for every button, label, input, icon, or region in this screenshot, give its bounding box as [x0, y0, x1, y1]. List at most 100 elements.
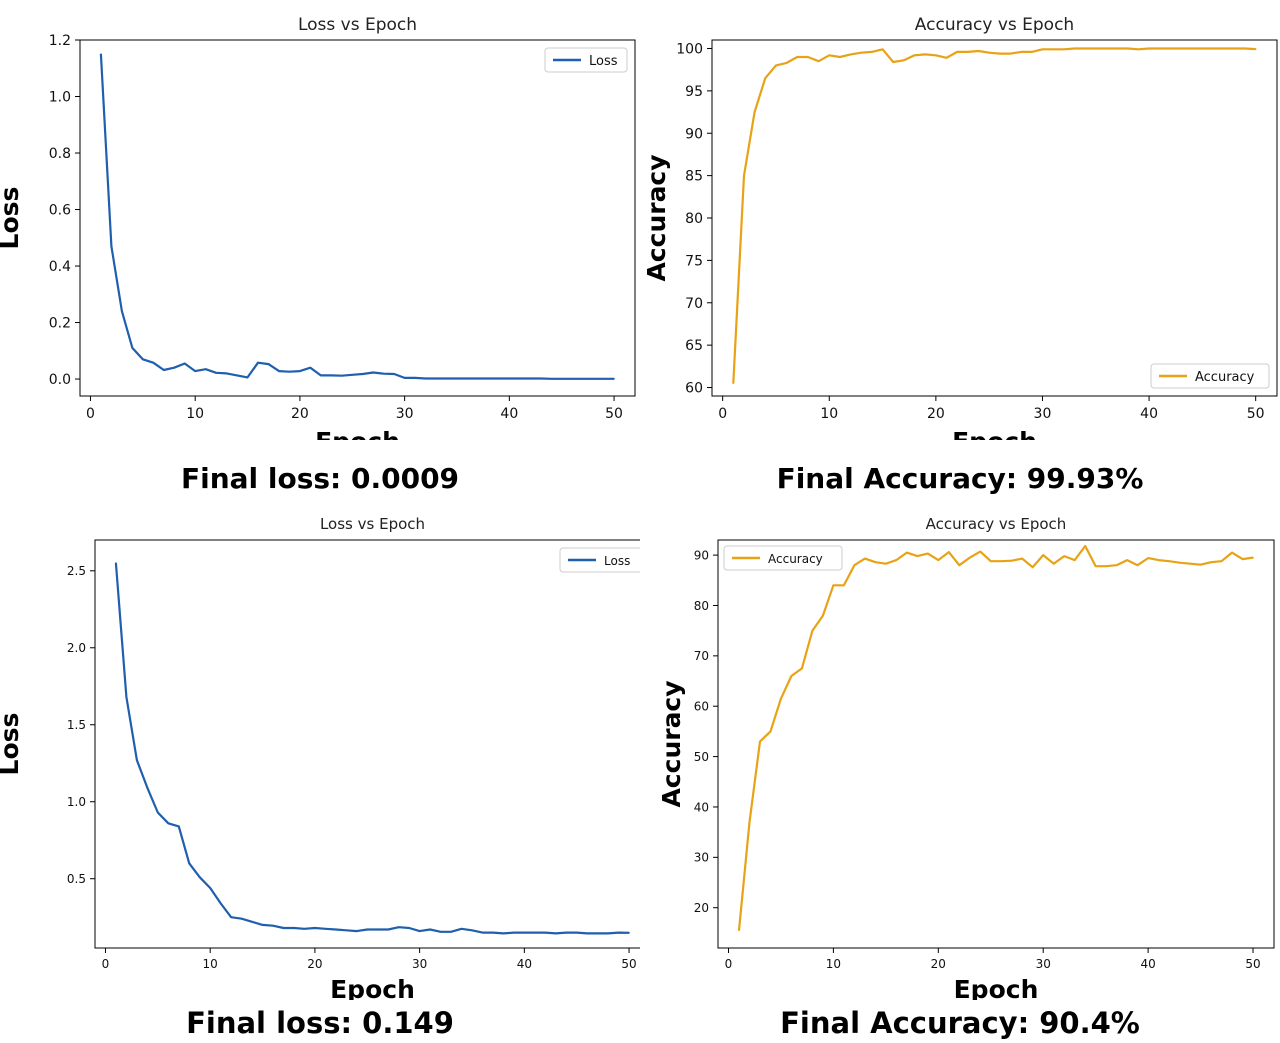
- data-point: [1199, 563, 1202, 566]
- data-point: [1042, 554, 1045, 556]
- data-point: [456, 377, 458, 380]
- data-point: [860, 51, 863, 54]
- y-tick-label: 85: [685, 169, 703, 185]
- data-point: [780, 697, 782, 700]
- data-point: [1222, 47, 1225, 50]
- x-tick-label: 50: [605, 406, 623, 422]
- data-point: [1252, 556, 1254, 559]
- data-point: [748, 821, 751, 823]
- final-loss-caption-top: Final loss: 0.0009: [180, 462, 460, 495]
- x-tick-label: 10: [186, 406, 204, 422]
- plot-frame: [717, 539, 1275, 949]
- legend: Accuracy: [723, 545, 843, 571]
- data-point: [173, 366, 176, 369]
- data-point: [1084, 47, 1086, 50]
- data-point: [958, 564, 961, 566]
- data-point: [1105, 47, 1108, 50]
- y-tick-label: 2.5: [67, 564, 86, 578]
- data-point: [1136, 564, 1139, 566]
- y-tick-label: 30: [694, 851, 709, 865]
- data-point: [1116, 47, 1118, 50]
- data-point: [157, 811, 159, 814]
- data-point: [424, 377, 427, 380]
- data-point: [125, 696, 128, 698]
- data-point: [487, 377, 490, 380]
- data-point: [236, 374, 238, 377]
- y-tick-label: 0.8: [49, 146, 71, 162]
- data-point: [508, 377, 511, 380]
- data-point: [790, 675, 793, 677]
- y-axis-label: Accuracy: [642, 154, 671, 281]
- x-tick-label: 40: [1140, 957, 1155, 971]
- data-point: [523, 931, 526, 934]
- y-tick-label: 80: [685, 211, 703, 227]
- data-point: [293, 927, 295, 929]
- y-tick-label: 65: [685, 338, 703, 354]
- data-point: [314, 927, 316, 929]
- series-line-loss: [99, 54, 615, 380]
- data-point: [1157, 559, 1160, 561]
- data-point: [769, 730, 772, 733]
- data-point: [110, 245, 113, 248]
- x-tick-label: 40: [500, 406, 518, 422]
- data-point: [261, 924, 264, 926]
- data-point: [1094, 47, 1097, 50]
- data-point: [539, 377, 542, 380]
- data-point: [571, 377, 573, 380]
- data-point: [188, 862, 191, 865]
- data-point: [575, 931, 578, 934]
- data-point: [502, 932, 505, 935]
- data-point: [1180, 47, 1182, 50]
- data-point: [832, 584, 835, 587]
- data-point: [1233, 47, 1236, 50]
- data-point: [345, 929, 348, 932]
- x-tick-label: 0: [718, 406, 727, 422]
- y-tick-label: 40: [694, 800, 709, 814]
- data-point: [1063, 555, 1065, 557]
- data-point: [1073, 559, 1076, 561]
- data-point: [361, 373, 364, 375]
- data-point: [477, 377, 479, 380]
- accuracy-chart-top: Accuracy vs Epoch 0 10 20 30 40 50 60 65 70 75 80 85…: [642, 15, 1278, 456]
- data-point: [1210, 561, 1212, 563]
- data-point: [246, 376, 249, 379]
- data-point: [807, 56, 809, 58]
- data-point: [581, 377, 584, 380]
- data-point: [843, 584, 845, 587]
- data-point: [979, 550, 982, 553]
- x-axis-label: Epoch: [954, 975, 1039, 1000]
- data-point: [1031, 51, 1033, 53]
- data-point: [136, 759, 138, 761]
- data-point: [935, 54, 937, 57]
- y-tick-label: 1.2: [49, 33, 71, 49]
- x-tick-label: 30: [1036, 957, 1051, 971]
- panel-accuracy-top: Accuracy vs Epoch 0 10 20 30 40 50 60 65 70 75 80 85…: [640, 0, 1280, 520]
- data-point: [204, 368, 207, 370]
- data-point: [194, 370, 196, 372]
- data-point: [534, 931, 536, 934]
- legend-label: Accuracy: [1195, 370, 1255, 385]
- x-axis-label: Epoch: [330, 975, 415, 1000]
- data-point: [988, 51, 990, 54]
- data-point: [324, 927, 327, 930]
- y-tick-label: 2.0: [67, 641, 86, 655]
- x-tick-label: 10: [203, 957, 218, 971]
- series-line-accuracy: [732, 47, 1256, 384]
- data-point: [198, 876, 201, 878]
- data-point: [251, 921, 253, 923]
- data-point: [913, 54, 916, 57]
- data-point: [839, 56, 841, 58]
- series-line-accuracy: [737, 544, 1254, 931]
- data-point: [1201, 47, 1204, 50]
- y-tick-label: 60: [685, 381, 703, 397]
- data-point: [1052, 562, 1055, 565]
- data-point: [1094, 565, 1097, 567]
- data-point: [366, 928, 369, 931]
- data-point: [874, 561, 877, 563]
- data-point: [1158, 47, 1161, 50]
- data-point: [968, 556, 971, 559]
- data-point: [435, 377, 437, 380]
- data-point: [513, 931, 515, 934]
- data-point: [225, 372, 228, 375]
- x-tick-label: 40: [1140, 406, 1158, 422]
